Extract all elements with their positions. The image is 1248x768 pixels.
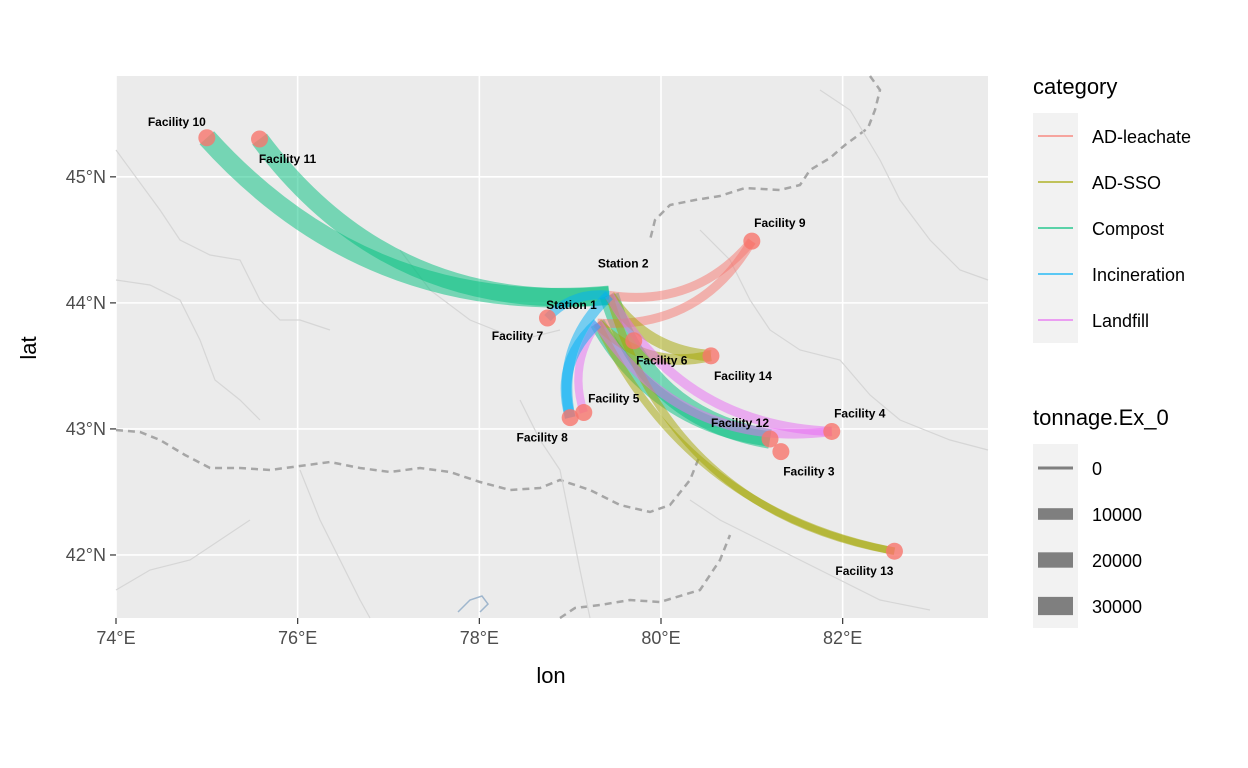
facility-label: Station 1 [546,298,597,312]
boundary-line [689,499,931,611]
flow-arc-compost [252,133,611,307]
category-legend: category AD-leachate AD-SSO Compost Inciner… [1033,74,1191,343]
boundary-line [519,399,591,619]
facility-point [823,422,841,440]
x-tick-label: 80°E [641,628,680,648]
river-line [457,595,489,613]
facility-point [561,409,579,427]
facility-label: Facility 9 [754,216,806,230]
legend-key-bar [1038,508,1073,520]
y-tick-label: 42°N [66,545,106,565]
grid-lines [115,76,988,618]
tonnage-legend-title: tonnage.Ex_0 [1033,405,1169,430]
y-tick-label: 43°N [66,419,106,439]
facility-label: Facility 13 [835,564,893,578]
facility-point [625,332,643,350]
facility-point [575,404,593,422]
facility-point [702,347,720,365]
boundary-line [299,469,371,619]
boundary-line [819,89,989,281]
border-line-dashed [648,75,882,241]
boundary-line [115,279,261,421]
boundary-line [115,519,251,591]
facility-label: Facility 10 [148,115,206,129]
legend-label: Compost [1092,219,1164,239]
facility-label: Facility 8 [516,431,568,445]
legend-label: Incineration [1092,265,1185,285]
tonnage-legend: tonnage.Ex_0 0 10000 20000 30000 [1033,405,1169,628]
legend-key-bar [1038,552,1073,568]
legend-label: 0 [1092,459,1102,479]
legend-label: AD-SSO [1092,173,1161,193]
legend-label: Landfill [1092,311,1149,331]
x-axis-title: lon [536,663,565,688]
facility-point [885,542,903,560]
flow-arc-landfill [605,292,832,437]
flow-arc-ad-sso [594,321,896,555]
facility-point [198,129,216,147]
legend-key-bar [1038,596,1073,616]
x-tick-label: 74°E [96,628,135,648]
flow-arc-incineration [560,319,602,420]
facility-label: Facility 4 [834,406,886,420]
border-line-dashed [559,534,732,620]
category-legend-title: category [1033,74,1117,99]
y-tick-label: 45°N [66,167,106,187]
facility-point [761,430,779,448]
x-tick-label: 82°E [823,628,862,648]
x-tick-label: 78°E [460,628,499,648]
flow-arcs [199,131,896,555]
y-tick-label: 44°N [66,293,106,313]
flow-arc-landfill [593,320,833,439]
facility-label: Facility 12 [711,416,769,430]
facility-label: Facility 3 [783,465,835,479]
facility-label: Facility 14 [714,369,772,383]
facility-point [538,309,556,327]
y-axis-title: lat [16,336,41,359]
y-axis: 42°N 43°N 44°N 45°N [66,167,116,565]
boundary-line [699,229,989,451]
legend-label: AD-leachate [1092,127,1191,147]
x-axis: 74°E 76°E 78°E 80°E 82°E [96,618,862,648]
facility-point [772,443,790,461]
facility-label: Facility 11 [259,152,317,166]
facility-label: Facility 6 [636,354,688,368]
legend-label: 20000 [1092,551,1142,571]
legend-label: 30000 [1092,597,1142,617]
x-tick-label: 76°E [278,628,317,648]
facility-points [198,129,903,560]
facility-label: Facility 5 [588,392,640,406]
facility-labels: Facility 10 Facility 11 Facility 9 Station … [148,115,894,578]
border-line-dashed [115,428,702,514]
facility-point [743,232,761,250]
legend-key-bar [1038,466,1073,470]
facility-point [251,130,269,148]
boundary-line [115,149,331,331]
facility-label: Station 2 [598,256,649,270]
plot-panel [116,76,988,618]
facility-label: Facility 7 [492,329,544,343]
legend-label: 10000 [1092,505,1142,525]
